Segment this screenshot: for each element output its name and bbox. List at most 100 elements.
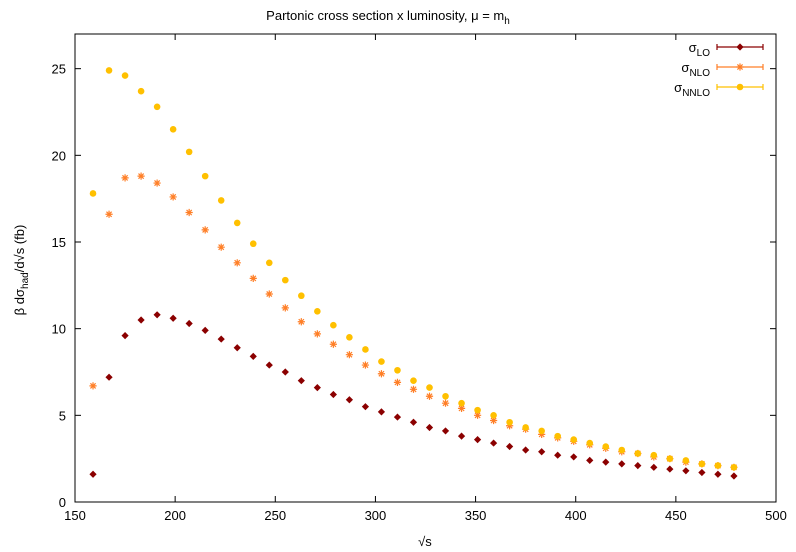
- y-tick-label: 5: [59, 408, 66, 423]
- data-point-nnlo: [89, 190, 97, 197]
- data-point-nnlo: [249, 240, 257, 248]
- data-point-lo: [682, 467, 690, 475]
- data-point-nnlo: [298, 292, 305, 300]
- data-point-nlo: [153, 179, 161, 187]
- data-point-lo: [249, 352, 257, 360]
- y-tick-label: 15: [52, 235, 66, 250]
- y-axis-label: β dσhad/d√s (fb): [12, 225, 31, 316]
- x-tick-label: 150: [64, 508, 86, 523]
- legend-label: σNNLO: [674, 80, 710, 99]
- data-point-nnlo: [538, 427, 545, 435]
- y-axis-label-rest: /d√s (fb): [12, 225, 27, 273]
- x-axis: 150 200 250 300 350 400 450 500: [64, 34, 787, 523]
- data-point-nlo: [538, 430, 546, 438]
- legend-entry: σNLO: [681, 60, 764, 79]
- data-point-lo: [137, 316, 145, 324]
- y-axis-label-sub: had: [20, 272, 31, 289]
- data-point-nnlo: [185, 148, 193, 156]
- y-tick-label: 25: [52, 62, 66, 77]
- data-point-nlo: [121, 174, 129, 182]
- data-point-nnlo: [410, 377, 417, 384]
- data-point-nlo: [249, 274, 257, 282]
- data-point-nnlo: [522, 424, 529, 431]
- data-point-nlo: [313, 330, 321, 338]
- series-lo: [89, 311, 738, 480]
- chart-title-main: Partonic cross section x luminosity, μ =…: [266, 8, 504, 23]
- plot-frame: [74, 33, 777, 503]
- x-tick-label: 250: [264, 508, 286, 523]
- data-point-nlo: [265, 290, 273, 298]
- data-point-nnlo: [330, 321, 337, 329]
- data-point-nlo: [281, 304, 289, 312]
- data-point-nnlo: [698, 460, 706, 468]
- data-point-nnlo: [650, 451, 658, 459]
- data-point-lo: [714, 470, 722, 478]
- data-point-lo: [522, 446, 530, 454]
- data-point-lo: [361, 403, 370, 411]
- data-point-nnlo: [314, 308, 321, 315]
- data-point-lo: [393, 413, 402, 421]
- data-point-lo: [650, 463, 658, 471]
- data-point-lo: [457, 432, 466, 440]
- data-point-lo: [281, 368, 289, 376]
- data-point-nlo: [297, 318, 305, 326]
- data-point-lo: [297, 377, 305, 385]
- data-point-nnlo: [458, 399, 465, 407]
- data-point-nnlo: [233, 219, 241, 227]
- data-point-nnlo: [105, 67, 113, 74]
- data-point-lo: [666, 465, 674, 473]
- x-tick-label: 300: [365, 508, 387, 523]
- data-point-lo: [602, 458, 610, 466]
- chart-title: Partonic cross section x luminosity, μ =…: [266, 8, 510, 27]
- legend-label-main: σ: [681, 60, 689, 75]
- legend-label: σNLO: [681, 60, 710, 79]
- x-tick-label: 400: [565, 508, 587, 523]
- x-axis-label: √s: [418, 534, 432, 549]
- data-point-lo: [185, 319, 193, 328]
- data-point-nlo: [377, 370, 386, 378]
- data-point-nnlo: [554, 432, 561, 440]
- data-point-nnlo: [282, 276, 289, 284]
- data-point-lo: [538, 448, 546, 456]
- legend-entry: σLO: [689, 40, 764, 59]
- legend-label-sub: LO: [697, 48, 711, 59]
- data-point-lo: [121, 332, 129, 340]
- data-point-nnlo: [265, 259, 273, 267]
- x-tick-label: 200: [164, 508, 186, 523]
- data-point-nnlo: [201, 172, 209, 180]
- legend-label-main: σ: [674, 80, 682, 95]
- y-tick-label: 10: [52, 322, 66, 337]
- data-point-nnlo: [570, 436, 578, 443]
- data-point-lo: [409, 418, 418, 426]
- data-point-nnlo: [362, 346, 369, 353]
- data-point-nnlo: [346, 334, 353, 341]
- data-point-nnlo: [474, 406, 481, 414]
- series-nnlo: [89, 67, 738, 471]
- data-point-lo: [153, 311, 161, 319]
- data-point-lo: [377, 408, 386, 416]
- data-point-nnlo: [506, 418, 513, 426]
- data-point-lo: [489, 439, 498, 447]
- data-point-lo: [554, 451, 562, 459]
- data-point-nlo: [89, 382, 97, 390]
- data-point-nlo: [441, 399, 450, 407]
- data-point-lo: [618, 460, 626, 468]
- legend-marker: [736, 83, 744, 91]
- legend-label-sub: NLO: [689, 68, 710, 79]
- plot-border: [74, 33, 777, 503]
- x-tick-label: 350: [465, 508, 487, 523]
- data-point-nlo: [393, 378, 402, 386]
- x-tick-label: 500: [765, 508, 787, 523]
- data-point-lo: [570, 453, 578, 461]
- legend-marker: [736, 63, 744, 71]
- data-point-nlo: [361, 361, 370, 369]
- data-point-nlo: [169, 193, 177, 201]
- data-point-lo: [698, 468, 706, 477]
- legend-label-main: σ: [689, 40, 697, 55]
- data-point-nnlo: [217, 197, 225, 204]
- data-point-nnlo: [426, 384, 433, 391]
- data-point-lo: [425, 423, 434, 432]
- data-point-nlo: [105, 210, 113, 218]
